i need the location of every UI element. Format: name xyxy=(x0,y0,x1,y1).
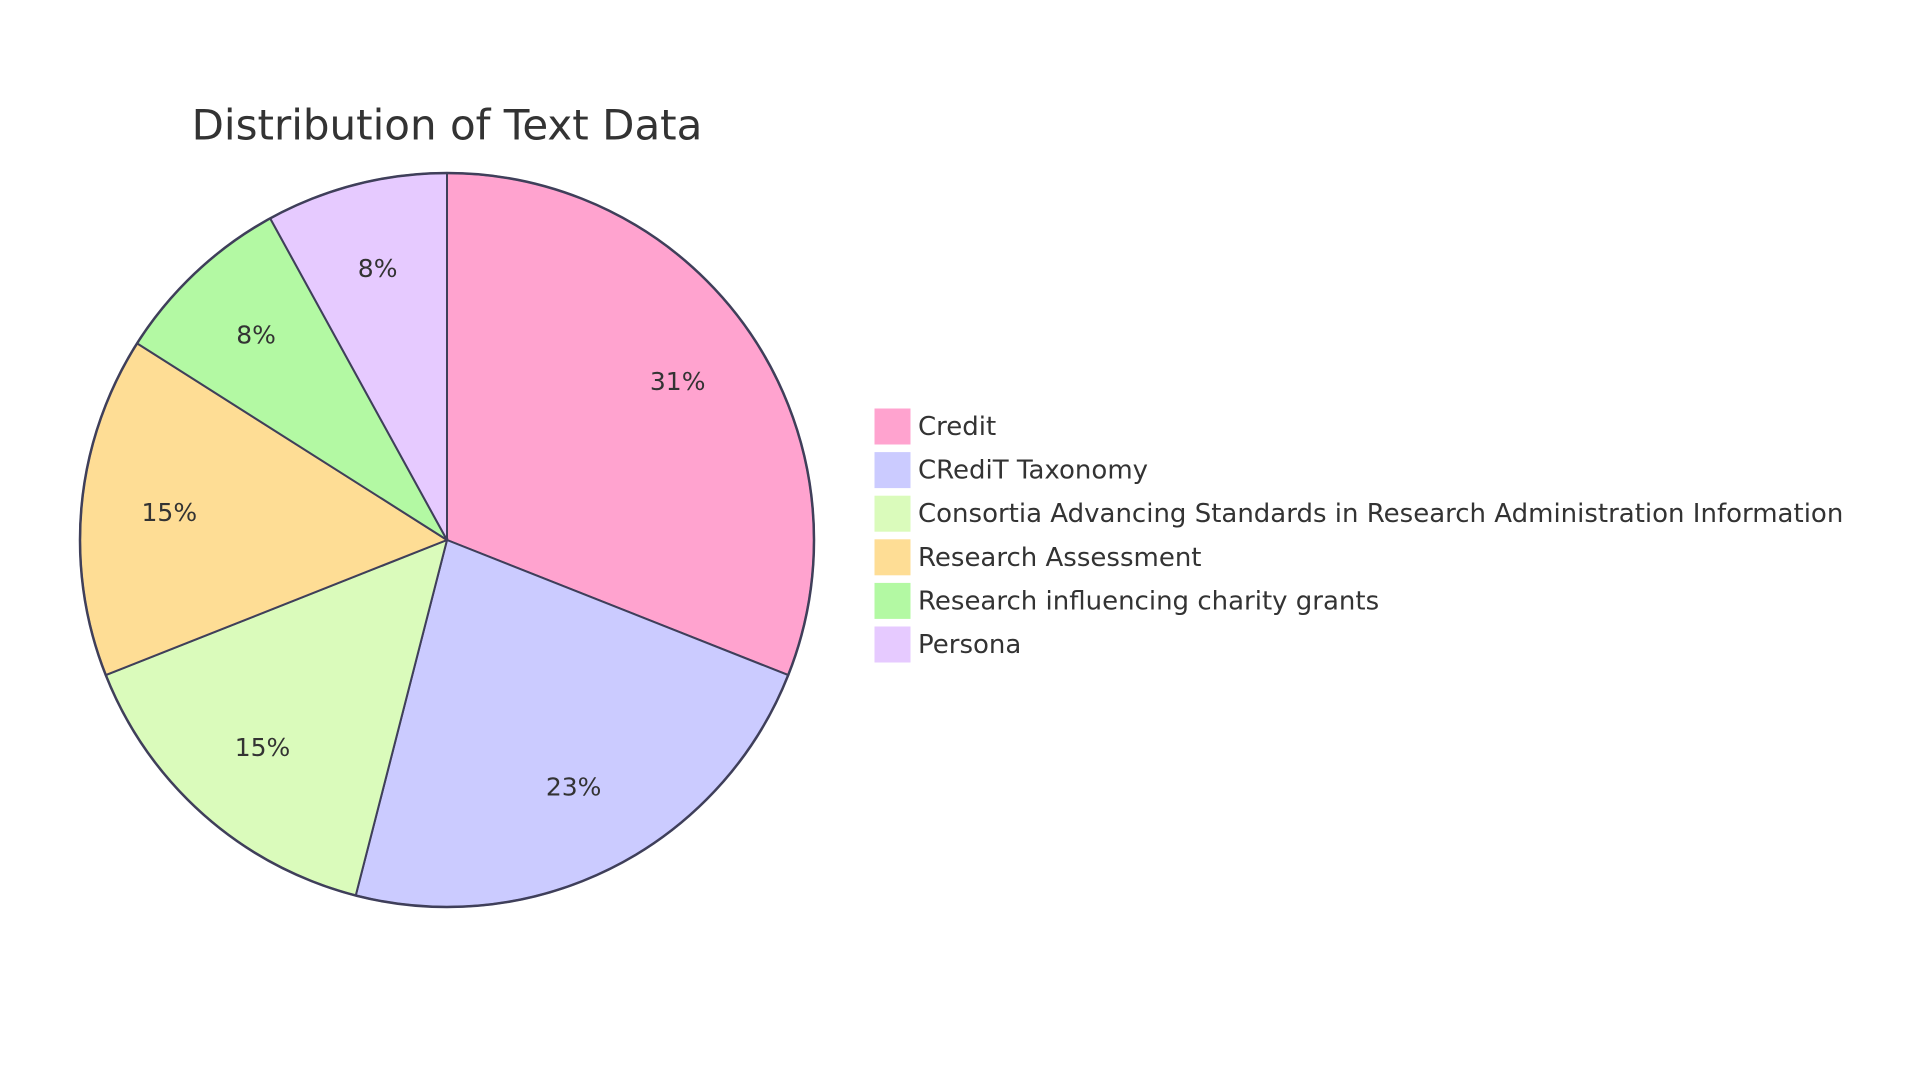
slice-label: 15% xyxy=(235,733,291,762)
legend-swatch xyxy=(873,494,912,533)
slice-label: 31% xyxy=(650,367,706,396)
legend-swatch xyxy=(873,451,912,490)
legend-swatch xyxy=(873,407,912,446)
legend-label: Credit xyxy=(918,412,996,442)
slice-label: 8% xyxy=(358,254,398,283)
legend-label: Research influencing charity grants xyxy=(918,586,1379,616)
legend-label: Persona xyxy=(918,630,1021,660)
legend-swatch xyxy=(873,538,912,577)
legend-swatch xyxy=(873,581,912,620)
legend-label: Consortia Advancing Standards in Researc… xyxy=(918,499,1843,529)
legend-swatch xyxy=(873,625,912,664)
chart-title: Distribution of Text Data xyxy=(192,101,703,150)
slice-label: 23% xyxy=(546,773,602,802)
pie-outline xyxy=(78,171,816,909)
legend-label: Research Assessment xyxy=(918,543,1202,573)
legend-label: CRediT Taxonomy xyxy=(918,456,1148,486)
slice-label: 8% xyxy=(236,321,276,350)
slice-label: 15% xyxy=(142,498,198,527)
